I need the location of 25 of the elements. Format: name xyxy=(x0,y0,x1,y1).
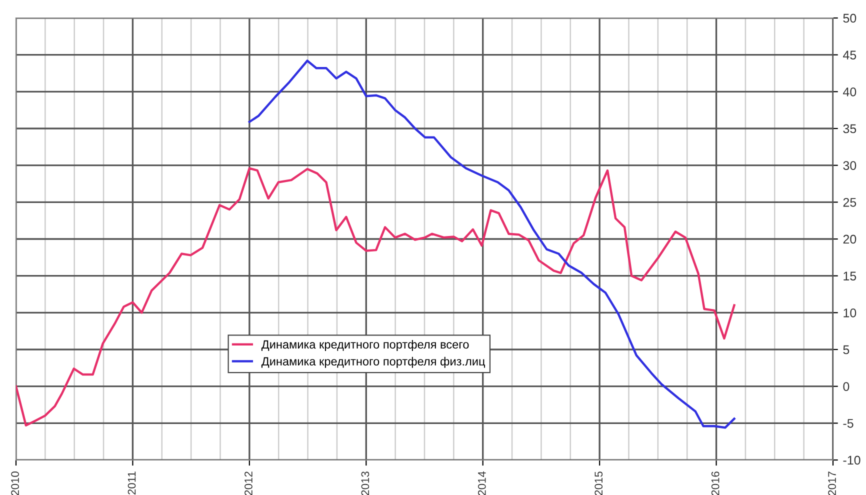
y-tick-label: 15 xyxy=(844,272,856,280)
y-tick-label: 40 xyxy=(843,87,856,96)
x-tick-label: 2015 xyxy=(594,472,603,495)
x-tick-label: 2017 xyxy=(828,472,836,495)
x-tick-label: 2013 xyxy=(361,472,370,495)
y-tick-label: 25 xyxy=(843,198,856,207)
y-tick-label: 35 xyxy=(843,124,856,134)
line-series xyxy=(248,60,736,429)
x-tick-label: 2016 xyxy=(711,472,720,495)
y-tick-label: 5 xyxy=(843,345,850,354)
y-tick-label: -10 xyxy=(843,456,860,465)
y-tick-label: 20 xyxy=(843,234,856,244)
y-tick-label: 50 xyxy=(843,14,856,23)
x-tick-label: 2014 xyxy=(478,471,486,495)
line-series xyxy=(16,167,736,426)
x-tick-label: 2011 xyxy=(128,472,136,494)
legend-label: Динамика кредитного портфеля всего xyxy=(261,340,469,351)
y-tick-label: 0 xyxy=(843,382,850,391)
x-tick-label: 2010 xyxy=(11,472,19,495)
y-tick-label: 30 xyxy=(843,161,856,170)
y-tick-label: 45 xyxy=(843,50,856,60)
y-tick-label: 10 xyxy=(844,308,856,318)
legend-label: Динамика кредитного портфеля физ.лиц xyxy=(261,356,485,368)
x-tick-label: 2012 xyxy=(244,472,252,495)
y-tick-label: -5 xyxy=(843,419,854,428)
